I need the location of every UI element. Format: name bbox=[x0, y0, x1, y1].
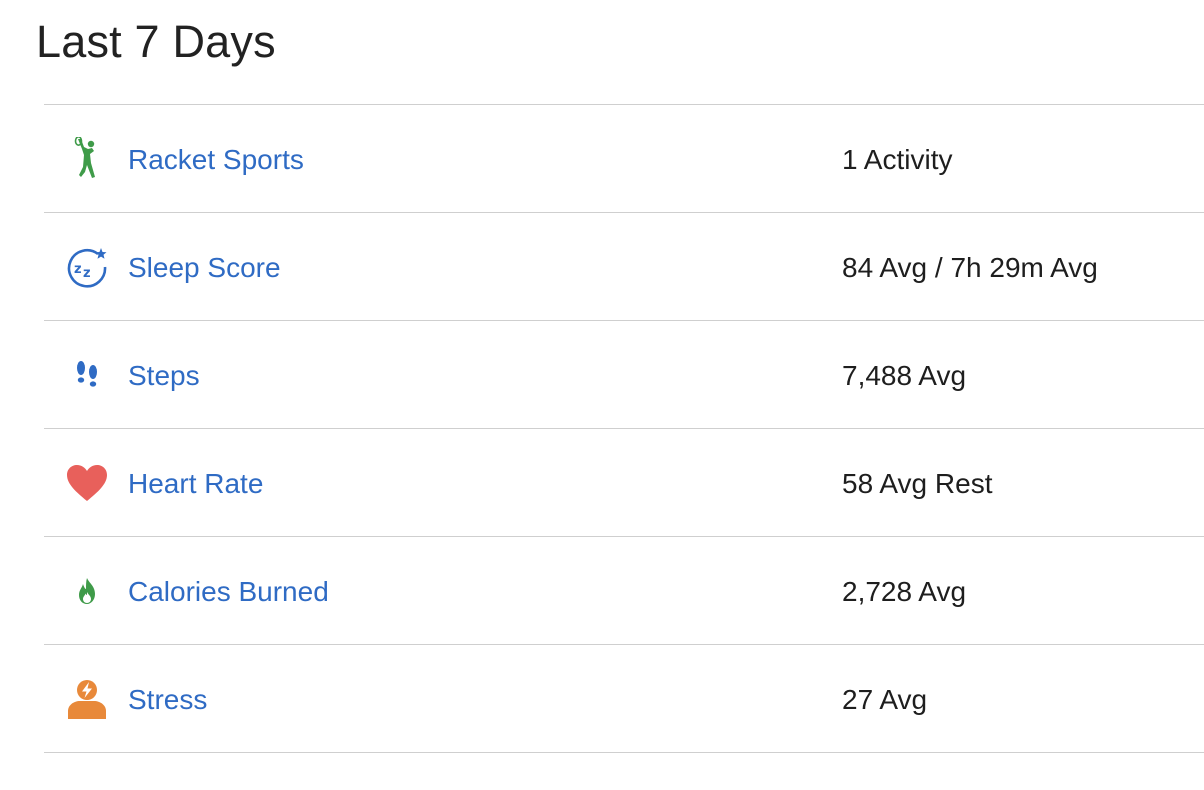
list-item-calories-burned: Calories Burned 2,728 Avg bbox=[44, 537, 1204, 645]
list-item-sleep-score: z z Sleep Score 84 Avg / 7h 29m Avg bbox=[44, 213, 1204, 321]
stress-icon bbox=[64, 677, 110, 721]
calories-burned-link[interactable]: Calories Burned bbox=[128, 576, 329, 607]
flame-icon bbox=[64, 569, 110, 613]
sleep-score-icon: z z bbox=[64, 245, 110, 289]
list-item-racket-sports: Racket Sports 1 Activity bbox=[44, 105, 1204, 213]
calories-burned-value: 2,728 Avg bbox=[842, 576, 967, 607]
svg-text:z: z bbox=[74, 262, 82, 277]
list-item-heart-rate: Heart Rate 58 Avg Rest bbox=[44, 429, 1204, 537]
list-item-stress: Stress 27 Avg bbox=[44, 645, 1204, 753]
page-title: Last 7 Days bbox=[36, 16, 276, 67]
stress-link[interactable]: Stress bbox=[128, 684, 208, 715]
summary-list: Racket Sports 1 Activity z z Sleep Score… bbox=[44, 104, 1204, 753]
stress-value: 27 Avg bbox=[842, 684, 928, 715]
sleep-score-link[interactable]: Sleep Score bbox=[128, 252, 281, 283]
heart-rate-link[interactable]: Heart Rate bbox=[128, 468, 264, 499]
heart-rate-value: 58 Avg Rest bbox=[842, 468, 993, 499]
steps-link[interactable]: Steps bbox=[128, 360, 200, 391]
heart-icon bbox=[64, 461, 110, 505]
steps-value: 7,488 Avg bbox=[842, 360, 967, 391]
racket-sports-value: 1 Activity bbox=[842, 144, 953, 175]
list-item-steps: Steps 7,488 Avg bbox=[44, 321, 1204, 429]
racket-sports-icon bbox=[64, 137, 110, 181]
racket-sports-link[interactable]: Racket Sports bbox=[128, 144, 304, 175]
steps-icon bbox=[64, 353, 110, 397]
svg-text:z: z bbox=[83, 266, 91, 281]
sleep-score-value: 84 Avg / 7h 29m Avg bbox=[842, 252, 1098, 283]
